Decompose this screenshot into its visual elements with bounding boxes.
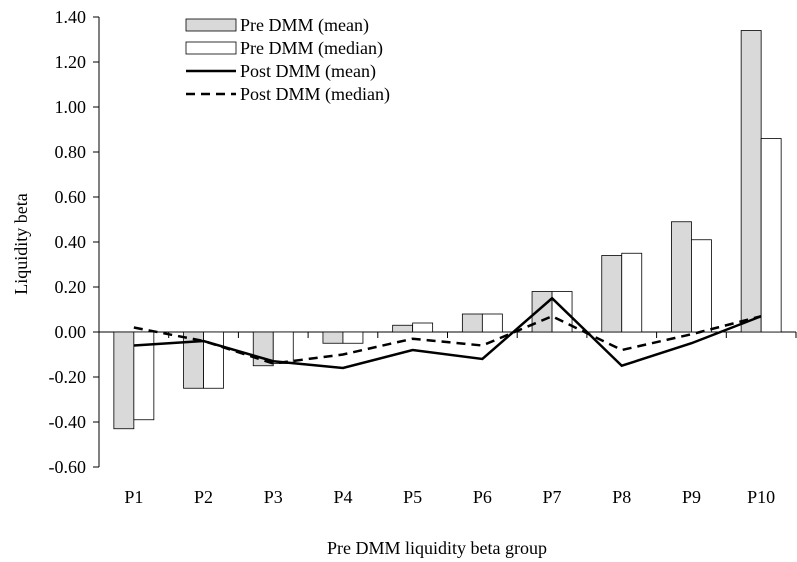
bar <box>342 331 364 344</box>
bar <box>322 331 344 344</box>
y-tick-label: 0.20 <box>55 277 87 297</box>
y-axis-title: Liquidity beta <box>11 193 31 294</box>
bar <box>671 221 692 333</box>
legend-label: Post DMM (mean) <box>240 61 376 82</box>
legend-label: Post DMM (median) <box>240 84 390 105</box>
bar <box>621 252 643 333</box>
x-tick-label: P1 <box>124 487 143 507</box>
legend-label: Pre DMM (mean) <box>240 15 369 36</box>
legend-swatch <box>185 41 237 55</box>
x-tick-label: P2 <box>194 487 213 507</box>
y-tick-label: 1.40 <box>55 7 87 27</box>
y-tick-label: 0.80 <box>55 142 87 162</box>
y-tick-label: 1.20 <box>55 52 87 72</box>
x-tick-label: P8 <box>612 487 631 507</box>
y-tick-label: -0.60 <box>49 457 87 477</box>
legend-swatch <box>185 18 237 32</box>
legend: Pre DMM (mean)Pre DMM (median)Post DMM (… <box>185 15 390 105</box>
y-tick-label: -0.20 <box>49 367 87 387</box>
bar <box>551 291 573 333</box>
bar <box>461 313 483 333</box>
bar <box>272 331 294 364</box>
post-dmm-median-line <box>133 314 762 365</box>
bar <box>392 324 414 333</box>
y-tick-label: 0.60 <box>55 187 87 207</box>
x-tick-label: P4 <box>333 487 352 507</box>
y-tick-label: -0.40 <box>49 412 87 432</box>
x-tick-label: P6 <box>473 487 492 507</box>
bar <box>113 331 135 430</box>
y-tick-label: 0.40 <box>55 232 87 252</box>
bar <box>601 255 623 333</box>
bar <box>760 138 782 333</box>
bar <box>691 239 712 333</box>
y-tick-label: 0.00 <box>55 322 87 342</box>
x-tick-label: P5 <box>403 487 422 507</box>
x-tick-label: P9 <box>682 487 701 507</box>
x-tick-label: P7 <box>543 487 562 507</box>
bar-series-group <box>113 30 782 430</box>
bar <box>740 30 762 333</box>
bar <box>203 331 224 389</box>
y-tick-label: 1.00 <box>55 97 87 117</box>
line-series-group <box>133 296 762 370</box>
x-tick-label: P10 <box>747 487 775 507</box>
x-axis-title: Pre DMM liquidity beta group <box>327 538 547 558</box>
y-axis: -0.60 -0.40 -0.20 0.00 0.20 0.40 0.60 0.80 1.00 1… <box>49 7 100 477</box>
x-tick-label: P3 <box>264 487 283 507</box>
bar <box>412 322 434 333</box>
legend-label: Pre DMM (median) <box>240 38 383 59</box>
bar <box>481 313 503 333</box>
bar <box>133 331 155 421</box>
